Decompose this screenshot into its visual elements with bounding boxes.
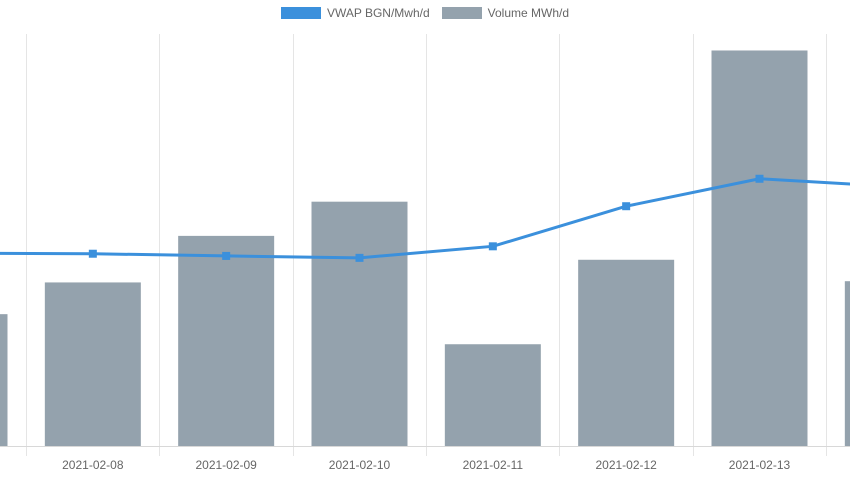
x-tick-label: 2021-02-12 [595, 458, 657, 472]
vwap-line-layer [0, 174, 850, 262]
vwap-line [0, 177, 850, 260]
volume-bar-2021-02-13[interactable] [711, 50, 808, 446]
volume-bar-2021-02-11[interactable] [444, 344, 541, 446]
vwap-point-2021-02-08[interactable] [88, 249, 97, 258]
legend-item-volume[interactable]: Volume MWh/d [441, 6, 570, 20]
vwap-point-2021-02-13[interactable] [755, 174, 764, 183]
vwap-point-2021-02-09[interactable] [222, 251, 231, 260]
x-tick-label: 2021-02-11 [463, 458, 524, 472]
x-tick-label: 2021-02-09 [195, 458, 257, 472]
volume-bar-2021-02-09[interactable] [178, 235, 275, 446]
legend-swatch-vwap [280, 7, 321, 19]
x-tick-label: 2021-02-08 [62, 458, 124, 472]
vwap-point-2021-02-11[interactable] [488, 242, 497, 251]
legend-item-vwap[interactable]: VWAP BGN/Mwh/d [280, 6, 430, 20]
x-tick-label: 2021-02-10 [329, 458, 391, 472]
vwap-point-2021-02-12[interactable] [622, 202, 631, 211]
grid-lines [0, 34, 850, 456]
volume-bar-2021-02-07[interactable] [0, 314, 8, 446]
volume-bars [0, 50, 850, 446]
volume-bar-2021-02-12[interactable] [578, 259, 675, 446]
volume-bar-2021-02-10[interactable] [311, 201, 408, 446]
legend-swatch-volume [441, 7, 482, 19]
volume-bar-2021-02-14[interactable] [844, 281, 850, 446]
legend-label-volume: Volume MWh/d [487, 6, 570, 20]
volume-bar-2021-02-08[interactable] [44, 282, 141, 446]
vwap-point-2021-02-10[interactable] [355, 253, 364, 262]
chart-legend: VWAP BGN/Mwh/d Volume MWh/d [0, 6, 850, 20]
x-axis: 2021-02-08 2021-02-09 2021-02-10 2021-02-11… [62, 458, 790, 472]
x-tick-label: 2021-02-13 [729, 458, 791, 472]
legend-label-vwap: VWAP BGN/Mwh/d [326, 6, 430, 20]
